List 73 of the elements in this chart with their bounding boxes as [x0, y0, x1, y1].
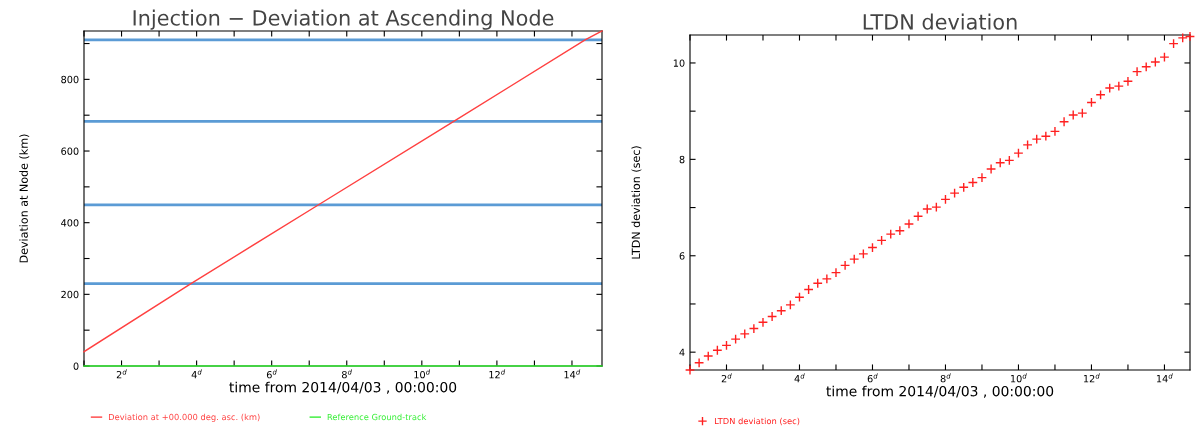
x-tick-label: 6$^{d}$ [867, 373, 878, 383]
legend-label: Deviation at +00.000 deg. asc. (km) [108, 413, 260, 422]
y-tick-label: 800 [61, 75, 79, 84]
point [976, 172, 988, 183]
point [1022, 139, 1033, 150]
point [1031, 134, 1042, 145]
point [913, 211, 924, 222]
y-tick-label: 600 [61, 147, 79, 155]
y-tick-label: 6 [679, 252, 685, 260]
y-tick-label: 10 [673, 59, 685, 67]
point [1059, 116, 1070, 127]
y-tick-label: 0 [73, 362, 79, 370]
point [748, 323, 759, 334]
x-tick-label: 14$^{d}$ [564, 369, 581, 379]
x-tick-label: 8$^{d}$ [341, 369, 352, 379]
y-axis-title: LTDN deviation (sec) [631, 146, 642, 259]
y-axis-title: Deviation at Node (km) [19, 134, 30, 263]
legend-label: Reference Ground-track [327, 413, 427, 421]
point [894, 225, 905, 236]
y-tick-label: 8 [679, 155, 685, 164]
x-tick-label: 4$^{d}$ [794, 373, 805, 383]
point [1150, 56, 1161, 68]
point [684, 364, 696, 376]
x-tick-label: 14$^{d}$ [1156, 373, 1173, 383]
x-axis-title: time from 2014/04/03 , 00:00:00 [229, 381, 457, 394]
point [858, 248, 869, 259]
x-axis-title: time from 2014/04/03 , 00:00:00 [826, 385, 1054, 398]
point [1177, 32, 1188, 43]
point [1104, 82, 1115, 94]
y-tick-label: 400 [61, 219, 79, 227]
point [1184, 31, 1195, 42]
point [785, 299, 796, 311]
legend-label: LTDN deviation (sec) [714, 417, 800, 426]
point [1013, 148, 1024, 159]
point [757, 317, 769, 328]
point [694, 357, 705, 368]
point [922, 203, 933, 215]
point [767, 311, 778, 322]
point [1040, 131, 1051, 142]
chart-title: LTDN deviation [863, 13, 1017, 30]
point [840, 260, 851, 271]
point [885, 228, 896, 240]
point [739, 328, 750, 339]
point [1122, 76, 1134, 87]
x-tick-label: 4$^{d}$ [191, 369, 202, 379]
y-tick-label: 200 [61, 290, 79, 299]
y-tick-label: 4 [679, 348, 685, 356]
point [967, 177, 978, 188]
point [1159, 52, 1170, 63]
x-tick-label: 8$^{d}$ [940, 373, 951, 383]
point [949, 188, 960, 199]
point [821, 273, 832, 284]
point [1068, 109, 1079, 121]
point [1131, 66, 1143, 77]
x-tick-label: 12$^{d}$ [489, 369, 506, 379]
chart-title: Injection − Deviation at Ascending Node [133, 9, 554, 30]
x-tick-label: 2$^{d}$ [116, 369, 127, 379]
x-tick-label: 12$^{d}$ [1083, 373, 1100, 383]
point [903, 218, 915, 230]
point [830, 267, 842, 278]
point [849, 254, 860, 265]
point [730, 334, 741, 345]
point [703, 350, 714, 362]
point [986, 163, 997, 175]
x-tick-label: 6$^{d}$ [266, 369, 277, 379]
point [931, 201, 942, 213]
point [1049, 126, 1061, 137]
x-tick-label: 10$^{d}$ [1010, 373, 1027, 383]
x-tick-label: 2$^{d}$ [721, 373, 732, 383]
point [1077, 107, 1088, 119]
point [1141, 61, 1152, 72]
x-tick-label: 10$^{d}$ [414, 369, 431, 379]
point [1113, 81, 1124, 92]
